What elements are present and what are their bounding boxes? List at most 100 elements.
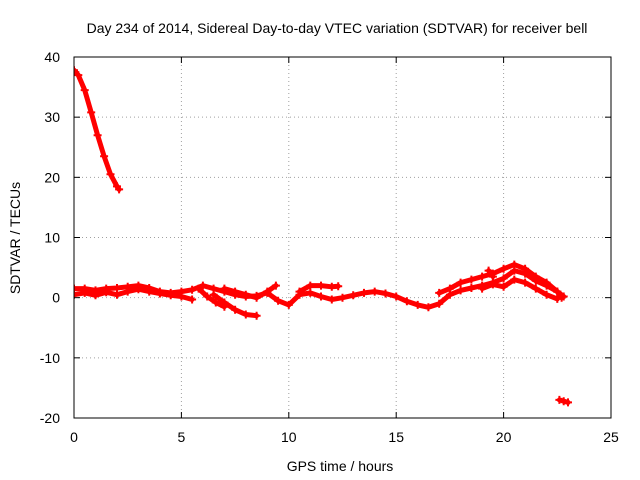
data-point — [80, 86, 89, 95]
data-point — [542, 278, 551, 287]
data-point — [113, 290, 121, 299]
data-point — [209, 290, 218, 299]
series-segment — [484, 266, 497, 281]
data-point — [484, 266, 493, 275]
data-point — [317, 292, 325, 301]
x-tick-label: 15 — [388, 429, 404, 445]
data-point — [263, 287, 272, 296]
data-point — [334, 282, 343, 291]
data-point — [381, 289, 390, 298]
data-point — [510, 260, 519, 269]
y-axis-title: SDTVAR / TECUs — [7, 182, 23, 294]
data-point — [435, 299, 444, 308]
data-point — [87, 108, 96, 117]
data-point — [231, 305, 240, 314]
data-point — [531, 284, 540, 293]
data-point — [74, 284, 78, 293]
series-segment — [435, 260, 566, 302]
data-point — [559, 397, 568, 406]
chart-title: Day 234 of 2014, Sidereal Day-to-day VTE… — [87, 20, 588, 36]
series-band — [196, 286, 227, 310]
data-point — [306, 281, 315, 290]
series-segment — [295, 281, 343, 296]
data-point — [413, 300, 422, 309]
data-point — [106, 170, 115, 179]
x-tick-label: 5 — [178, 429, 186, 445]
data-point — [203, 292, 212, 301]
y-tick-label: 20 — [44, 169, 60, 185]
data-point — [456, 286, 465, 295]
data-point — [467, 275, 476, 284]
series-segment — [555, 395, 572, 407]
data-point — [295, 287, 304, 296]
data-point — [478, 272, 487, 281]
data-point — [338, 293, 347, 302]
data-point — [102, 288, 111, 297]
data-point — [74, 71, 83, 80]
x-tick-label: 0 — [70, 429, 78, 445]
data-point — [134, 285, 143, 294]
data-point — [467, 284, 476, 292]
data-point — [499, 274, 508, 283]
data-point — [488, 272, 497, 281]
data-point — [510, 275, 519, 284]
series-segment — [478, 275, 562, 303]
series-segment — [194, 284, 229, 311]
data-point — [360, 288, 368, 297]
data-point — [392, 292, 401, 301]
data-point — [74, 66, 78, 75]
data-point — [349, 291, 358, 300]
data-point — [93, 131, 102, 140]
y-tick-label: 0 — [52, 290, 60, 306]
series-segment — [220, 281, 280, 302]
data-point — [231, 287, 240, 296]
data-point — [327, 295, 336, 304]
x-tick-label: 10 — [281, 429, 297, 445]
gridlines — [74, 57, 611, 418]
axis-ticks — [73, 56, 612, 419]
data-point — [521, 264, 530, 273]
data-point — [194, 284, 203, 293]
data-point — [220, 302, 229, 311]
data-point — [252, 311, 261, 320]
data-point — [435, 288, 444, 297]
data-point — [155, 289, 164, 298]
series-segment — [74, 285, 197, 304]
tick-labels: 0 5 10 15 20 25 -20 -10 0 10 20 30 40 — [40, 49, 619, 445]
data-point — [145, 287, 154, 296]
data-point — [553, 294, 562, 303]
data-point — [402, 297, 411, 306]
data-point — [542, 290, 551, 299]
data-point — [478, 284, 487, 293]
data-point — [553, 287, 562, 296]
data-point — [113, 284, 121, 292]
data-point — [100, 152, 109, 161]
data-point — [241, 310, 250, 319]
data-point — [211, 298, 220, 307]
y-tick-label: 40 — [44, 49, 60, 65]
y-tick-label: -10 — [40, 350, 60, 366]
y-tick-label: 30 — [44, 109, 60, 125]
x-tick-label: 20 — [496, 429, 512, 445]
data-point — [499, 264, 508, 273]
x-axis-title: GPS time / hours — [287, 458, 394, 474]
data-point — [188, 295, 197, 304]
data-point — [123, 287, 132, 296]
data-point — [531, 272, 540, 281]
data-point — [555, 395, 564, 404]
data-point — [317, 281, 325, 290]
data-point — [456, 278, 465, 287]
series-segment — [74, 66, 124, 194]
data-point — [306, 288, 315, 297]
data-point — [177, 292, 186, 301]
x-tick-label: 25 — [603, 429, 619, 445]
data-point — [80, 288, 89, 297]
data-point — [188, 285, 197, 294]
data-point — [252, 293, 261, 302]
data-point — [241, 290, 250, 299]
series-band — [74, 67, 122, 192]
data-point — [115, 185, 124, 194]
data-layer — [74, 66, 572, 407]
data-point — [74, 290, 78, 299]
